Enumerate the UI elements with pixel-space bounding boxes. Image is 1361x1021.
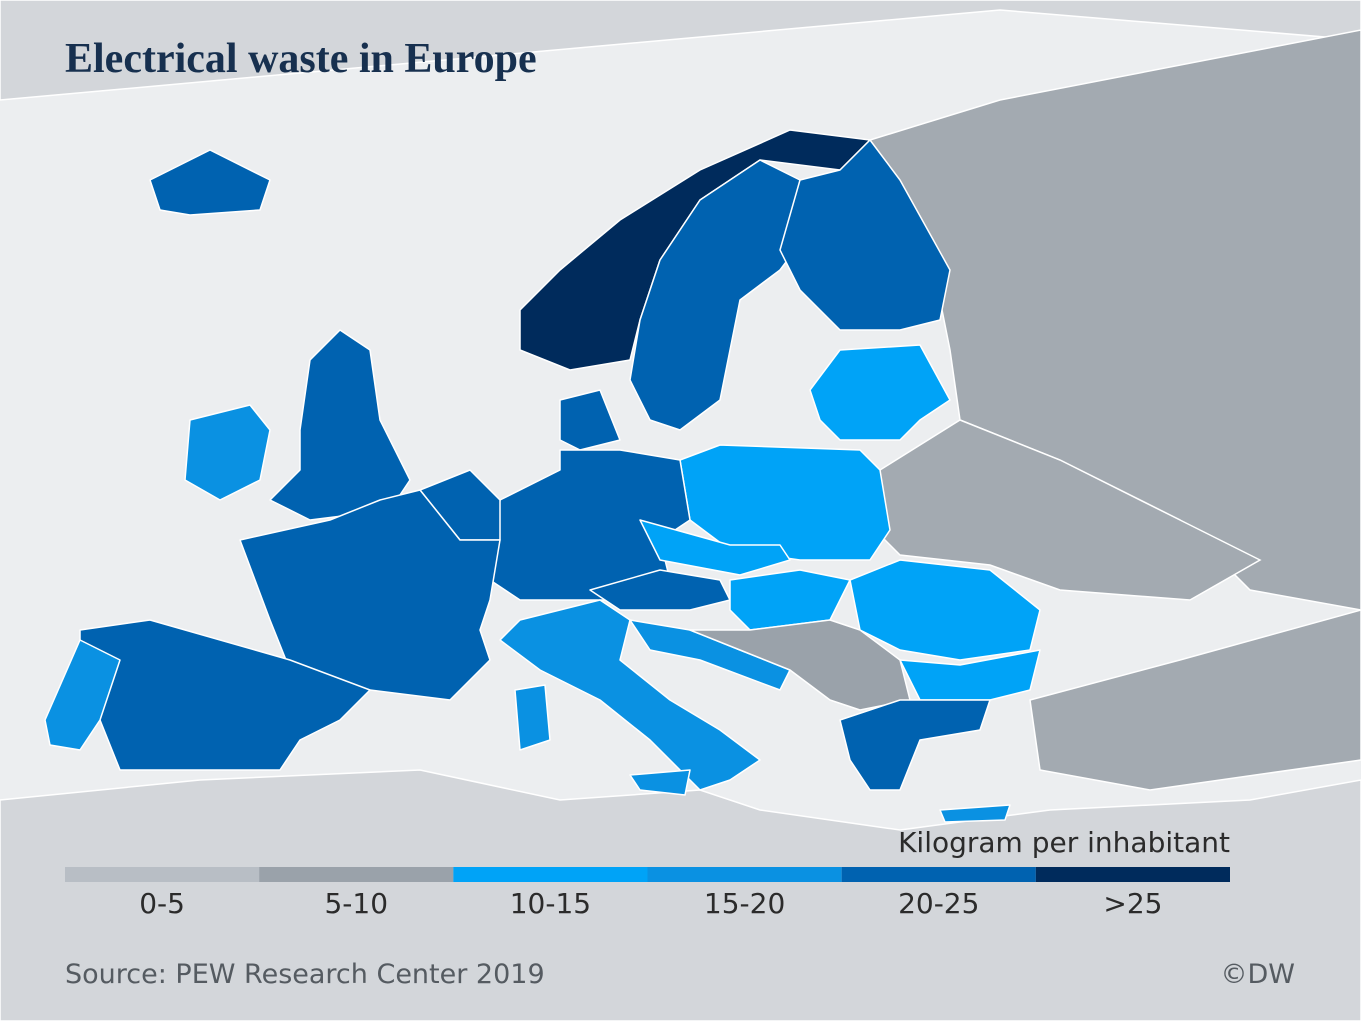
country-sweden: [629, 159, 811, 431]
legend-swatch: [453, 867, 648, 882]
legend-label: 0-5: [139, 887, 185, 920]
legend-label: >25: [1103, 887, 1162, 920]
country-poland: [679, 444, 891, 561]
legend-label: 10-15: [510, 887, 591, 920]
land-moldova-ukraine: [874, 419, 1262, 601]
legend-label: 15-20: [704, 887, 785, 920]
country-ireland: [184, 404, 271, 501]
country-italy: [499, 599, 761, 791]
title: Electrical waste in Europe: [65, 36, 537, 82]
copyright: ©DW: [1221, 959, 1296, 990]
country-crete: [939, 804, 1011, 823]
legend-swatch: [841, 867, 1036, 882]
legend-label: 20-25: [898, 887, 979, 920]
legend-swatch: [65, 867, 260, 882]
country-portugal: [44, 639, 121, 751]
country-sicily: [629, 769, 691, 796]
land-north-scandinavia-coast: [0, 0, 1361, 101]
country-denmark: [559, 389, 621, 451]
country-iceland: [149, 149, 271, 216]
land-turkey: [1029, 609, 1361, 791]
country-baltics: [809, 344, 951, 441]
legend: 0-5 5-10 10-15 15-20 20-25 >25: [65, 867, 1230, 920]
legend-title: Kilogram per inhabitant: [898, 826, 1230, 859]
country-finland: [779, 139, 951, 331]
country-czech-slovakia: [639, 519, 791, 576]
legend-swatch: [259, 867, 454, 882]
source: Source: PEW Research Center 2019: [65, 959, 545, 990]
legend-swatch: [1035, 867, 1230, 882]
country-uk: [269, 329, 411, 521]
land-africa: [0, 769, 1361, 1021]
country-sardinia: [514, 684, 551, 751]
legend-label: 5-10: [324, 887, 388, 920]
legend-swatch: [647, 867, 842, 882]
country-greece: [839, 699, 991, 791]
country-romania: [849, 559, 1041, 661]
